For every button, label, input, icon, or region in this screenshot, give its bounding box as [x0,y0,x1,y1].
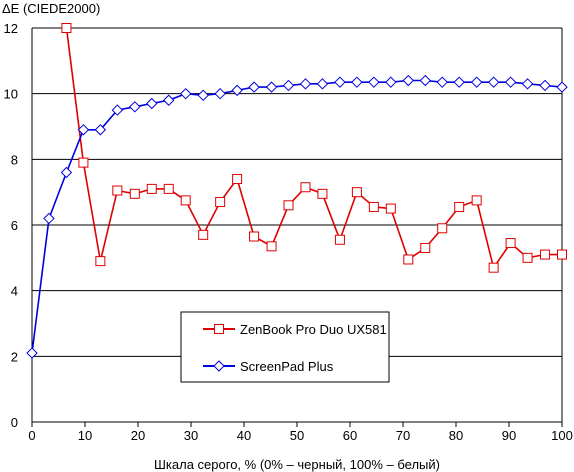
x-tick-labels: 0 10 20 30 40 50 60 70 80 90 100 [28,428,572,443]
series-1-point-27 [487,76,500,88]
series-0-point-28 [540,249,551,260]
series-0-point-12 [266,241,277,252]
series-0-point-16 [334,234,345,245]
series-1-point-3 [77,124,90,136]
legend-label-zenbook: ZenBook Pro Duo UX581 [240,322,387,337]
series-1-point-15 [282,79,295,92]
series-0-point-6 [163,183,174,194]
series-0-point-10 [232,174,243,185]
series-1-point-17 [316,78,329,90]
x-tick-label-10: 10 [78,428,92,443]
x-tick-label-100: 100 [551,428,573,443]
x-tick-label-70: 70 [396,428,410,443]
series-0-point-20 [403,254,414,265]
series-0-point-8 [198,229,209,240]
series-1-point-26 [470,76,483,88]
series-0-point-13 [283,200,294,211]
legend-marker-zenbook [214,324,224,334]
y-tick-labels: 0 2 4 6 8 10 12 [4,21,18,430]
series-1-point-1 [43,212,55,225]
series-0-point-24 [471,195,482,206]
series-0-point-5 [146,183,157,194]
series-0-point-21 [420,242,431,253]
series-layer [26,23,568,359]
series-1-point-2 [60,166,73,179]
series-1-point-4 [94,124,107,136]
series-0-point-15 [317,188,328,199]
series-1 [26,74,568,359]
series-1-point-18 [334,76,346,88]
series-0-point-22 [437,223,448,234]
series-0-point-0 [61,23,72,33]
y-tick-label-10: 10 [4,87,18,102]
series-1-point-12 [231,84,243,97]
x-tick-label-20: 20 [131,428,145,443]
x-tick-label-40: 40 [237,428,251,443]
series-1-point-24 [436,76,448,88]
series-0-point-25 [488,262,499,273]
series-1-point-25 [453,76,465,88]
y-tick-label-6: 6 [11,218,18,233]
series-0-point-26 [505,238,516,249]
x-tick-label-90: 90 [502,428,516,443]
series-0-point-18 [368,201,379,212]
series-1-point-5 [111,104,124,116]
series-0-point-23 [454,201,465,212]
series-0-point-1 [78,157,89,168]
series-1-point-0 [26,347,38,359]
series-0-point-17 [351,187,362,198]
x-tick-label-0: 0 [28,428,35,443]
series-1-point-19 [351,76,363,88]
series-1-point-10 [197,89,209,102]
y-tick-label-0: 0 [11,415,18,430]
x-tick-label-60: 60 [343,428,357,443]
x-tick-label-80: 80 [449,428,463,443]
series-0-point-7 [180,195,191,206]
series-0-point-2 [95,256,106,267]
legend-box [180,311,390,383]
legend-label-screenpad: ScreenPad Plus [240,359,334,374]
series-0-point-29 [557,249,567,260]
series-1-point-9 [179,87,192,100]
series-0-point-4 [129,188,140,199]
legend: ZenBook Pro Duo UX581 ScreenPad Plus [180,311,390,383]
series-1-point-23 [419,74,431,87]
x-axis-title: Шкала серого, % (0% – черный, 100% – бел… [154,457,440,472]
series-0-point-9 [215,197,226,208]
series-0-point-27 [522,252,533,263]
legend-marker-screenpad [213,360,225,372]
series-1-point-8 [163,94,175,106]
series-1-point-30 [539,79,551,92]
y-tick-label-2: 2 [11,349,18,364]
series-1-point-14 [265,81,278,93]
y-tick-label-12: 12 [4,21,18,36]
series-0-point-14 [300,182,311,193]
series-1-point-11 [214,87,226,100]
y-axis-title: ΔE (CIEDE2000) [2,1,100,16]
series-1-point-29 [521,78,534,90]
series-1-point-7 [146,97,158,110]
series-1-point-28 [504,76,517,88]
series-1-point-16 [299,78,312,90]
series-1-point-13 [248,81,260,93]
series-1-point-22 [402,74,415,87]
series-1-point-31 [556,81,568,93]
y-tick-label-4: 4 [11,284,18,299]
series-1-point-21 [385,76,397,88]
series-1-point-20 [368,76,380,88]
axes [31,27,563,427]
series-0-point-11 [249,231,260,242]
series-0-point-3 [112,185,123,196]
x-tick-label-50: 50 [290,428,304,443]
series-0-point-19 [385,203,396,214]
y-tick-label-8: 8 [11,152,18,167]
x-tick-label-30: 30 [184,428,198,443]
series-1-point-6 [129,101,141,113]
series-0 [61,23,567,273]
